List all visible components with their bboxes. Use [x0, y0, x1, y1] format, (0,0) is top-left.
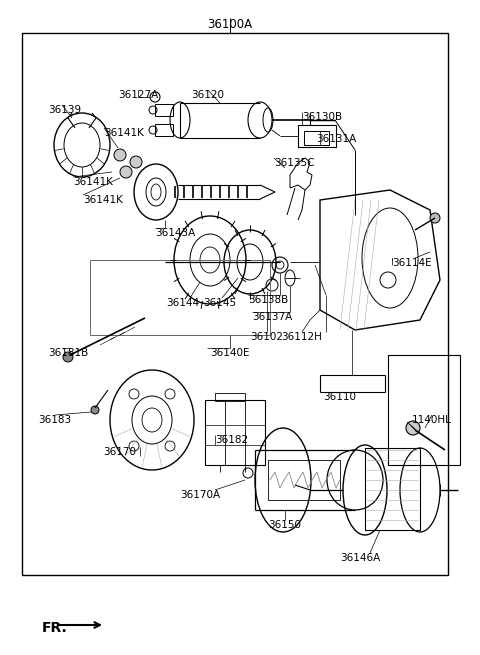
Bar — [155, 124, 173, 136]
Text: 36141K: 36141K — [73, 177, 113, 187]
Text: 36110: 36110 — [324, 392, 357, 402]
Text: 36141K: 36141K — [83, 195, 123, 205]
Text: 36135C: 36135C — [274, 158, 314, 168]
Text: 36120: 36120 — [192, 90, 225, 100]
Bar — [268, 460, 340, 500]
Text: 36112H: 36112H — [282, 332, 323, 342]
Text: 36143A: 36143A — [155, 228, 195, 238]
Text: 36145: 36145 — [204, 298, 237, 308]
Text: 36138B: 36138B — [248, 295, 288, 305]
Circle shape — [120, 166, 132, 178]
Bar — [215, 393, 245, 401]
Text: 36140E: 36140E — [210, 348, 250, 358]
Circle shape — [430, 213, 440, 223]
Text: 36150: 36150 — [268, 520, 301, 530]
Bar — [155, 104, 173, 116]
Text: 36182: 36182 — [215, 435, 248, 445]
Bar — [22, 33, 448, 575]
Circle shape — [63, 352, 73, 362]
Text: 36100A: 36100A — [207, 18, 252, 31]
Text: 36170: 36170 — [104, 447, 136, 457]
Circle shape — [406, 421, 420, 435]
Circle shape — [91, 406, 99, 414]
Bar — [205, 400, 265, 465]
Text: 36130B: 36130B — [302, 112, 342, 122]
Text: 36146A: 36146A — [340, 553, 380, 563]
Text: 36144: 36144 — [167, 298, 200, 308]
Text: 36102: 36102 — [251, 332, 284, 342]
Text: 36181B: 36181B — [48, 348, 88, 358]
Text: 36131A: 36131A — [316, 134, 356, 144]
Bar — [388, 355, 460, 465]
Circle shape — [114, 149, 126, 161]
Text: 36137A: 36137A — [252, 312, 292, 322]
Bar — [365, 448, 420, 530]
Bar — [90, 260, 270, 335]
Text: 36183: 36183 — [38, 415, 71, 425]
Text: 36127A: 36127A — [118, 90, 158, 100]
Text: 36114E: 36114E — [392, 258, 432, 268]
Bar — [298, 125, 336, 147]
Text: 1140HL: 1140HL — [412, 415, 452, 425]
Bar — [304, 131, 329, 145]
Circle shape — [130, 156, 142, 168]
Text: 36170A: 36170A — [180, 490, 220, 500]
Text: FR.: FR. — [42, 621, 68, 635]
Text: 36141K: 36141K — [104, 128, 144, 138]
Text: 36139: 36139 — [48, 105, 81, 115]
